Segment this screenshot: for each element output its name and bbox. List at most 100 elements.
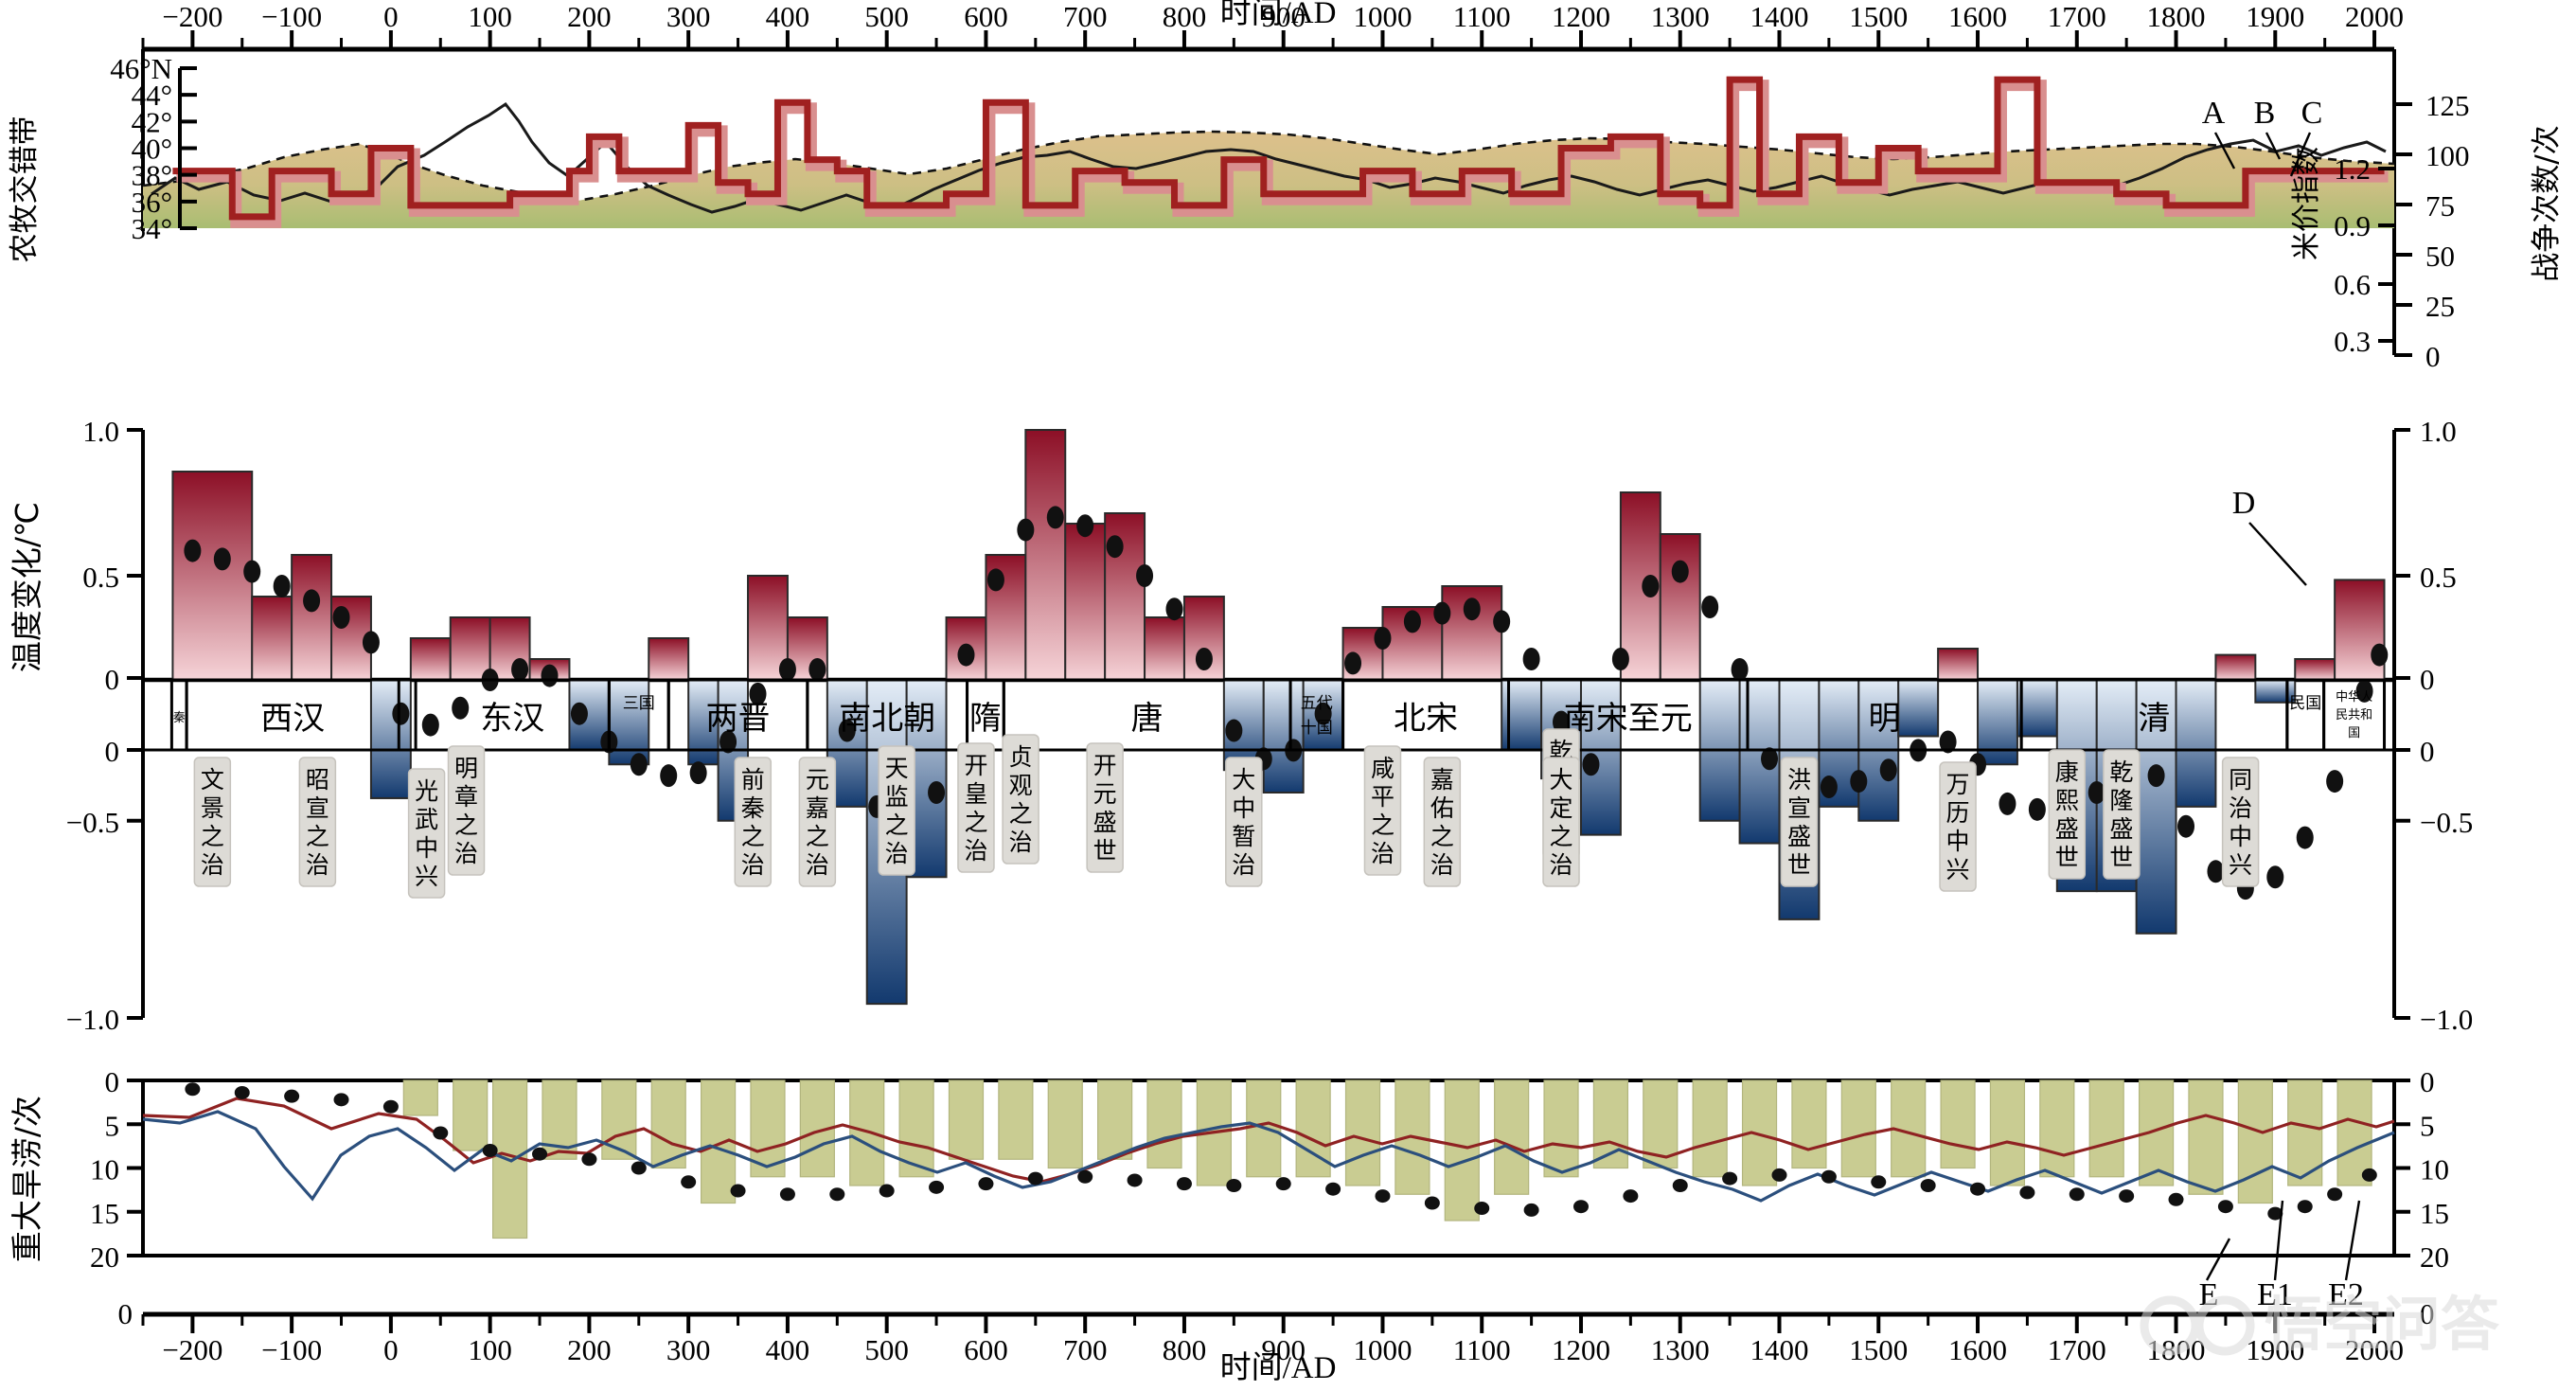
flood-dot [779, 1187, 795, 1202]
temp-dot [421, 713, 439, 737]
flood-dot [1970, 1182, 1986, 1196]
era-label-box [1225, 757, 1263, 887]
flood-bar [601, 1079, 637, 1160]
era-label-char: 明 [454, 755, 478, 782]
flood-dot [2168, 1192, 2184, 1206]
era-label-char: 治 [806, 851, 829, 879]
temp-dot [1314, 702, 1332, 725]
x-tick-label-bottom: 2000 [2345, 1333, 2404, 1366]
flood-bar [2188, 1079, 2224, 1195]
x-tick-label-bottom: 1700 [2048, 1333, 2106, 1366]
ecotone-tick-label: 40° [132, 133, 172, 166]
era-label-char: 观 [1009, 772, 1033, 799]
flood-dot [2019, 1186, 2035, 1200]
flood-baseline-label-right: 0 [2420, 1297, 2435, 1330]
flood-dot [581, 1152, 597, 1167]
flood-dot [829, 1187, 845, 1202]
flood-dot [2327, 1187, 2343, 1202]
temp-dot [1225, 719, 1243, 742]
temperature-dotted-curve [184, 506, 2389, 901]
top-x-ticks: −200 −100 0 100 200 300 400 500 600 700 800 900 1000… [141, 0, 2404, 49]
temp-dot [243, 560, 261, 583]
era-label-char: 景 [201, 794, 224, 822]
flood-dot [681, 1175, 697, 1189]
flood-tick-label: 0 [105, 1065, 120, 1098]
temp-dot [362, 631, 380, 654]
x-tick-label-top: 400 [766, 0, 810, 33]
flood-dot [1325, 1182, 1341, 1196]
era-label-box [1542, 757, 1580, 887]
temp-dot [1939, 730, 1957, 754]
era-label-char: 文 [201, 766, 224, 794]
era-label-char: 兴 [415, 863, 438, 890]
dynasty-label: 民国 [2289, 694, 2321, 713]
dynasty-label: 南宋至元 [1564, 700, 1693, 738]
temp-warm-step [1024, 429, 1067, 681]
x-tick-label-top: 500 [864, 0, 909, 33]
ecotone-tick-label: 38° [132, 159, 172, 192]
x-tick-label-top: 200 [567, 0, 612, 33]
temp-dot [1344, 651, 1362, 675]
flood-tick-label: 20 [90, 1240, 119, 1274]
flood-dot [1672, 1179, 1688, 1192]
marker-C: C [2289, 96, 2322, 177]
dynasty-label: 北宋 [1394, 700, 1458, 738]
ecotone-tick-label: 42° [132, 105, 172, 138]
flood-bar [2237, 1079, 2273, 1204]
temperature-tick-label: 1.0 [82, 415, 119, 448]
era-label-box [734, 757, 773, 887]
temp-dot [630, 753, 648, 776]
x-tick-label-bottom: 900 [1261, 1333, 1306, 1366]
flood-tick-label: 15 [90, 1197, 119, 1230]
flood-dot [2217, 1200, 2233, 1214]
temp-dot [392, 702, 410, 725]
x-tick-label-bottom: 800 [1163, 1333, 1207, 1366]
dynasty-label: 南北朝 [839, 700, 935, 738]
dynasty-label: 西汉 [260, 700, 325, 738]
bottom-x-ticks: −200 −100 0 100 200 300 400 500 600 700 800 900 1000… [141, 1314, 2404, 1366]
era-label-box [1086, 742, 1124, 873]
temp-dot [2028, 797, 2046, 821]
temp-dot [1106, 535, 1124, 559]
era-label-char: 熙 [2055, 787, 2079, 814]
temp-cold-step [1262, 679, 1305, 794]
temp-dot [1850, 770, 1868, 794]
temp-cold-step [2175, 679, 2217, 808]
x-tick-label-top: 1100 [1453, 0, 1511, 33]
flood-dot [1077, 1169, 1093, 1184]
flood-bar [948, 1079, 985, 1160]
era-label-char: 之 [1371, 811, 1395, 839]
temp-dot [1761, 747, 1779, 771]
dynasty-label: 唐 [1131, 700, 1164, 738]
x-tick-label-top: 600 [964, 0, 1008, 33]
era-label-char: 世 [2055, 844, 2079, 871]
flood-right-ticks: 0 5 10 15 20 [2394, 1065, 2449, 1274]
x-tick-label-top: 1200 [1552, 0, 1610, 33]
dynasty-label: 清 [2138, 700, 2170, 738]
flood-dot [1871, 1175, 1887, 1189]
era-label-char: 宣 [306, 794, 329, 822]
flood-dot [2069, 1187, 2085, 1202]
ecotone-tick-label: 46°N [110, 52, 172, 85]
svg-text:E1: E1 [2257, 1277, 2293, 1312]
temp-dot [689, 761, 707, 785]
flood-dot [1275, 1177, 1291, 1191]
temp-dot [303, 589, 321, 613]
temp-dot [1671, 560, 1689, 583]
temp-warm-step [2294, 658, 2336, 681]
flood-dot [1375, 1189, 1391, 1204]
temp-warm-step [449, 616, 491, 681]
x-tick-label-top: 0 [383, 0, 399, 33]
era-label-char: 兴 [2229, 851, 2252, 879]
era-label-char: 光 [415, 777, 438, 805]
era-label-char: 乾 [2109, 758, 2133, 786]
temp-cold-step [608, 679, 650, 766]
era-label-char: 之 [201, 823, 224, 850]
rice-price-line [151, 101, 2387, 214]
era-label-char: 盛 [2109, 815, 2133, 843]
flood-line-blue [142, 1110, 2395, 1203]
temp-dot [452, 696, 470, 720]
marker-B: B [2254, 96, 2282, 160]
